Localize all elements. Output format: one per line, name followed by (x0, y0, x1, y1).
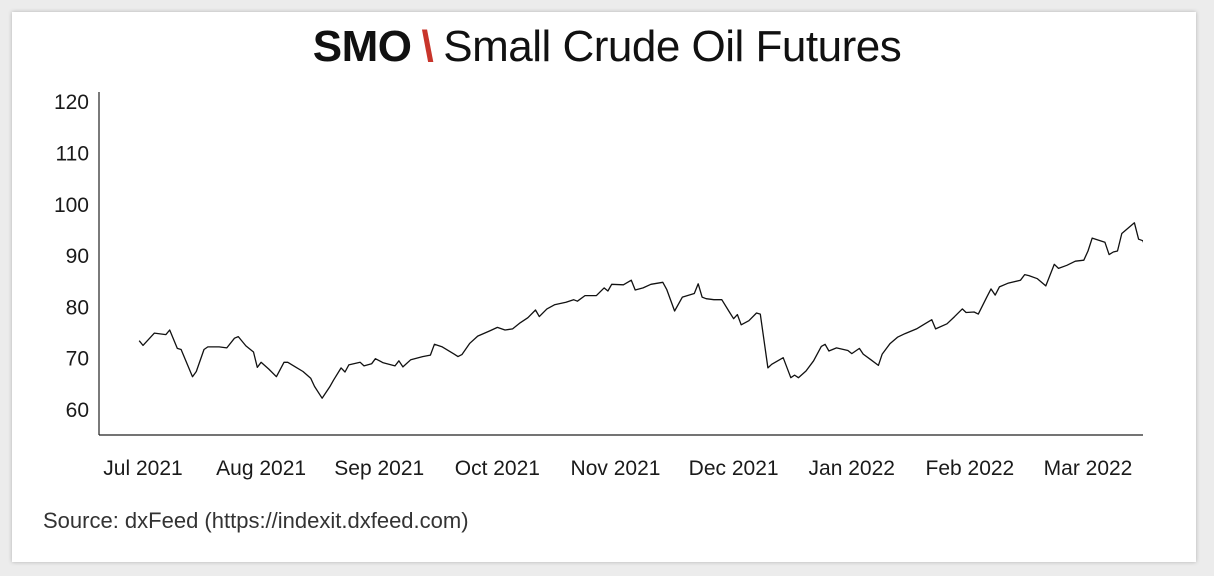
y-tick-label: 70 (66, 348, 89, 371)
x-tick-label: Jul 2021 (103, 457, 182, 480)
x-tick-label: Sep 2021 (334, 457, 424, 480)
source-note: Source: dxFeed (https://indexit.dxfeed.c… (43, 508, 469, 533)
title-separator: \ (421, 22, 434, 71)
x-tick-label: Aug 2021 (216, 457, 306, 480)
x-tick-label: Feb 2022 (926, 457, 1015, 480)
y-tick-label: 120 (54, 91, 89, 114)
y-tick-label: 110 (56, 143, 89, 166)
y-tick-label: 80 (66, 296, 89, 319)
x-tick-label: Dec 2021 (689, 457, 779, 480)
y-tick-label: 100 (54, 194, 89, 217)
x-tick-label: Jan 2022 (809, 457, 895, 480)
y-tick-label: 60 (66, 399, 89, 422)
x-tick-label: Nov 2021 (571, 457, 661, 480)
x-tick-label: Mar 2022 (1044, 457, 1133, 480)
title-name: Small Crude Oil Futures (443, 22, 902, 71)
title-ticker: SMO (312, 22, 412, 71)
x-tick-label: Oct 2021 (455, 457, 540, 480)
chart-title: SMO \ Small Crude Oil Futures (0, 22, 1214, 72)
price-series-line (138, 222, 1143, 399)
y-tick-label: 90 (66, 245, 89, 268)
